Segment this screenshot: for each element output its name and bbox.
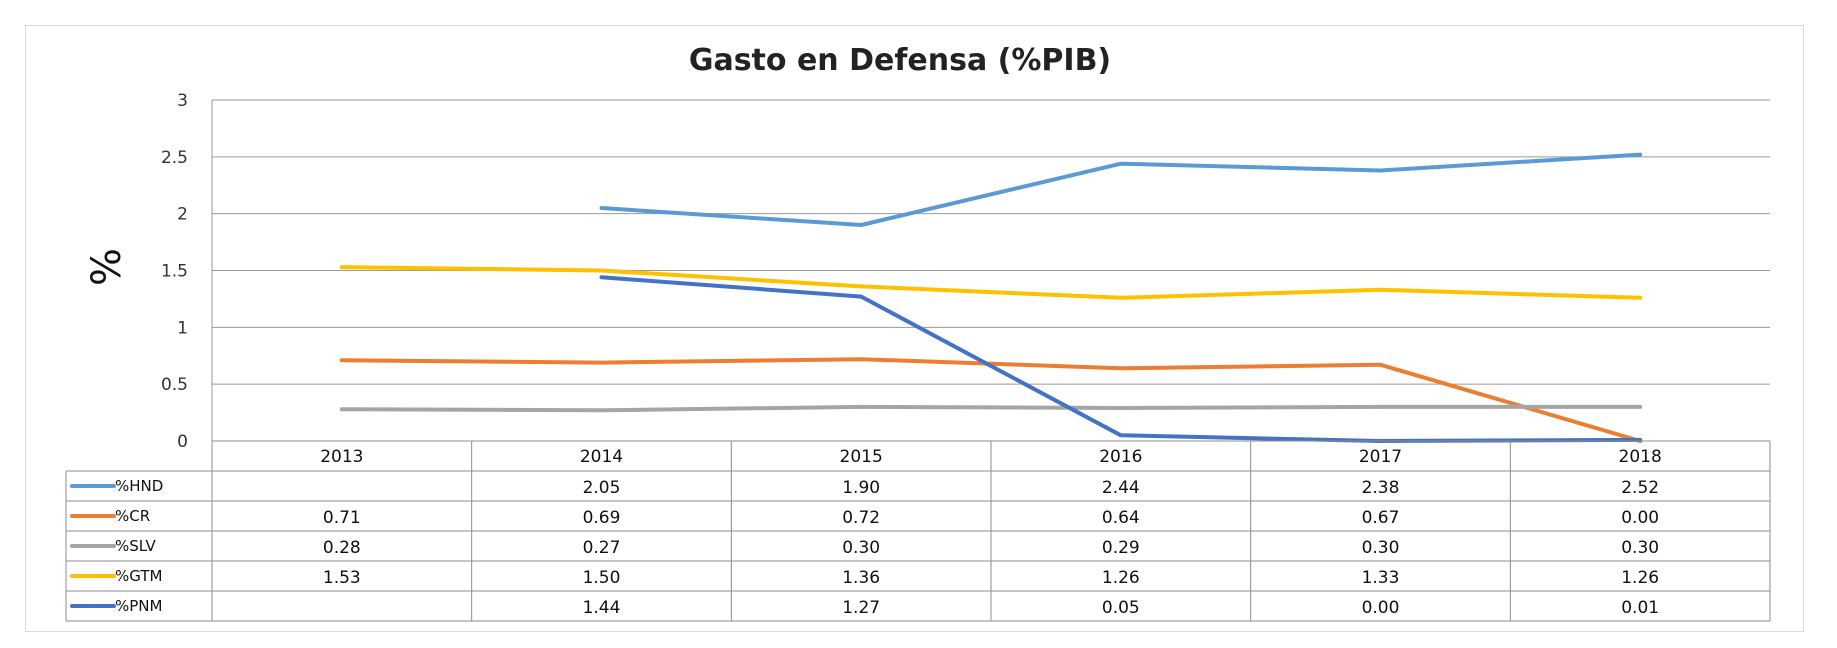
data-label: 1.36	[842, 568, 880, 588]
data-label: 1.26	[1102, 568, 1140, 588]
series-lines	[339, 152, 1643, 443]
data-table: 2013 2014 2015 2016 2017 2018 %HND 2.05 1.90 2.44…	[65, 440, 1771, 622]
series-name: %SLV	[115, 537, 156, 555]
data-label: 0.00	[1362, 598, 1400, 618]
data-label: 0.72	[842, 508, 880, 528]
data-label: 0.69	[583, 508, 621, 528]
y-tick-label: 0	[177, 432, 188, 452]
y-tick-labels: 0 0.5 1 1.5 2 2.5 3	[161, 91, 188, 452]
data-label: 1.53	[323, 568, 361, 588]
series-line-gtm	[339, 265, 1643, 300]
y-tick-label: 0.5	[161, 375, 188, 395]
series-name: %HND	[115, 477, 163, 495]
data-label: 0.30	[1362, 538, 1400, 558]
data-label: 0.00	[1621, 508, 1659, 528]
data-label: 2.38	[1362, 478, 1400, 498]
data-label: 0.29	[1102, 538, 1140, 558]
data-label: 1.90	[842, 478, 880, 498]
series-name: %GTM	[115, 567, 162, 585]
data-label: 1.26	[1621, 568, 1659, 588]
data-label: 0.30	[842, 538, 880, 558]
series-line-hnd	[599, 152, 1643, 227]
y-tick-label: 2.5	[161, 148, 188, 168]
data-label: 2.44	[1102, 478, 1140, 498]
data-label: 0.67	[1362, 508, 1400, 528]
data-label: 0.27	[583, 538, 621, 558]
y-tick-label: 3	[177, 91, 188, 111]
series-line-slv	[339, 404, 1643, 413]
y-tick-label: 1	[177, 318, 188, 338]
gridlines	[211, 99, 1770, 442]
category-label: 2015	[840, 447, 883, 467]
y-tick-label: 2	[177, 205, 188, 225]
series-name: %PNM	[115, 597, 162, 615]
data-label: 1.33	[1362, 568, 1400, 588]
data-label: 0.64	[1102, 508, 1140, 528]
data-label: 1.50	[583, 568, 621, 588]
data-label: 1.27	[842, 598, 880, 618]
y-tick-label: 1.5	[161, 262, 188, 282]
data-label: 0.01	[1621, 598, 1659, 618]
data-label: 2.05	[583, 478, 621, 498]
data-label: 2.52	[1621, 478, 1659, 498]
category-label: 2014	[580, 447, 623, 467]
category-label: 2016	[1099, 447, 1142, 467]
chart-title: Gasto en Defensa (%PIB)	[689, 43, 1111, 78]
series-name: %CR	[115, 507, 150, 525]
category-label: 2017	[1359, 447, 1402, 467]
series-line-cr	[339, 357, 1643, 443]
data-label: 0.28	[323, 538, 361, 558]
category-label: 2018	[1619, 447, 1662, 467]
data-label: 0.30	[1621, 538, 1659, 558]
data-label: 0.05	[1102, 598, 1140, 618]
data-label: 1.44	[583, 598, 621, 618]
category-label: 2013	[320, 447, 363, 467]
y-axis-label: %	[84, 248, 130, 286]
data-label: 0.71	[323, 508, 361, 528]
